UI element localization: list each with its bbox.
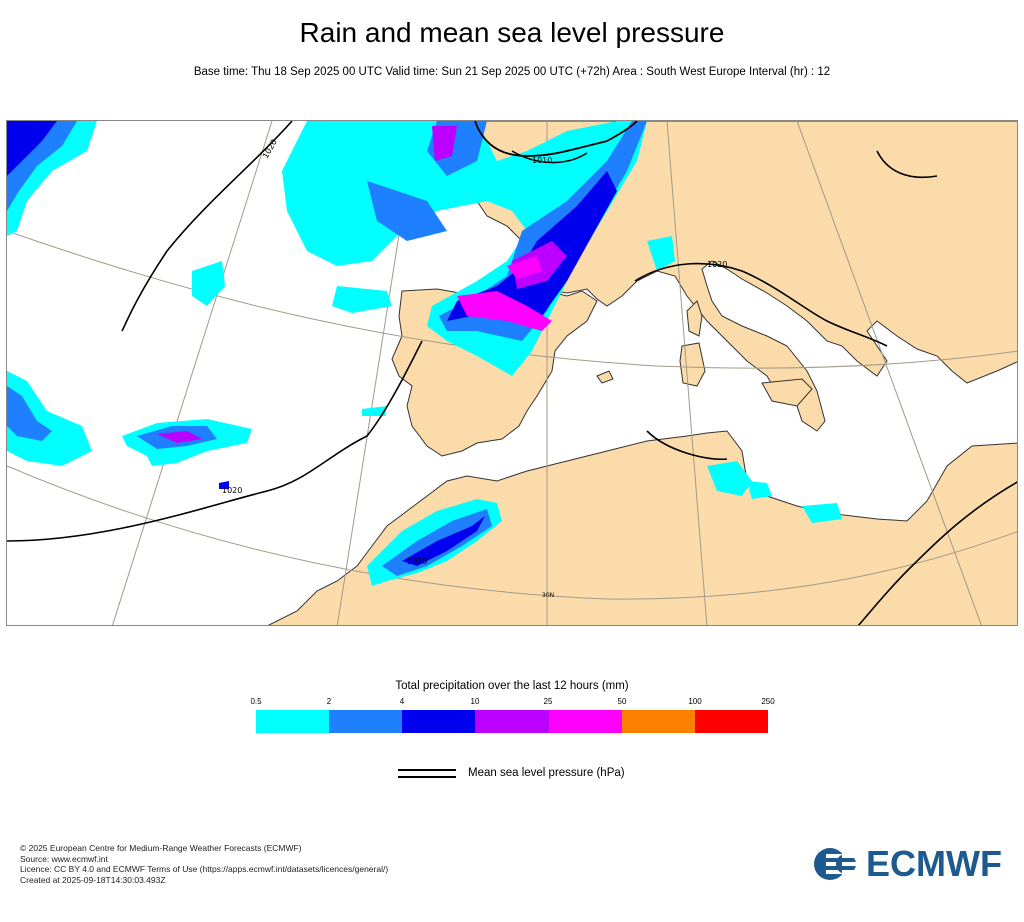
isobar-label: 1020 (407, 557, 427, 566)
legend-tick: 0.5 (250, 697, 262, 706)
legend-tick: 4 (399, 697, 405, 706)
isobar-label: 1020 (261, 138, 279, 160)
sardinia (679, 342, 706, 387)
chart-subtitle: Base time: Thu 18 Sep 2025 00 UTC Valid … (193, 66, 831, 78)
precip-tunisia (707, 461, 752, 496)
legend-tick: 50 (617, 697, 627, 706)
legend-color-segment (256, 710, 330, 733)
ecmwf-logo: ECMWF (812, 843, 1008, 884)
north-africa (267, 430, 1017, 625)
isobars (7, 121, 1017, 625)
copyright-line: © 2025 European Centre for Medium-Range … (20, 843, 302, 853)
isobar-1020-west (121, 121, 293, 332)
legend-color-segment (694, 710, 768, 733)
ecmwf-logo-icon (814, 848, 862, 880)
legend-color-segment (402, 710, 476, 733)
legend-color-segment (329, 710, 403, 733)
legend-tick: 100 (688, 697, 702, 706)
mslp-label: Mean sea level pressure (hPa) (468, 767, 625, 779)
chart-title: Rain and mean sea level pressure (299, 17, 725, 48)
isobar-1020-west-2 (7, 340, 423, 542)
licence-line: Licence: CC BY 4.0 and ECMWF Terms of Us… (20, 864, 389, 875)
latitude-label: 30N (542, 592, 554, 599)
footer-credits: © 2025 European Centre for Medium-Range … (20, 843, 388, 886)
ecmwf-logo-text: ECMWF (866, 843, 1002, 884)
isobar-label: 1020 (222, 486, 242, 495)
mslp-line-symbol (398, 776, 456, 778)
balearics (596, 370, 614, 384)
created-line: Created at 2025-09-18T14:30:03.493Z (20, 875, 166, 886)
legend-colorbar (256, 710, 768, 733)
source-line: Source: www.ecmwf.int (20, 853, 108, 864)
legend-tick: 250 (761, 697, 775, 706)
mslp-legend: Mean sea level pressure (hPa) (398, 765, 678, 785)
weather-map: 1010 1020 1020 1020 1020 30N (6, 120, 1018, 626)
isobar-1020-africa (857, 481, 1017, 625)
isobar-1020-europe (634, 262, 888, 347)
legend-ticks: 0.5 2 4 10 25 50 100 250 (230, 697, 794, 709)
legend-color-segment (475, 710, 549, 733)
legend-tick: 2 (326, 697, 332, 706)
precipitation (7, 121, 842, 586)
legend-color-segment (621, 710, 695, 733)
legend-title: Total precipitation over the last 12 hou… (395, 680, 629, 692)
precip-west-edge (7, 371, 92, 466)
isobar-label: 1010 (532, 156, 552, 165)
legend-tick: 10 (470, 697, 480, 706)
isobar-label: 1020 (707, 260, 727, 269)
mslp-line-symbol (398, 769, 456, 771)
sicily (761, 378, 813, 407)
legend-color-segment (548, 710, 622, 733)
corsica (686, 300, 703, 337)
legend-tick: 25 (543, 697, 553, 706)
